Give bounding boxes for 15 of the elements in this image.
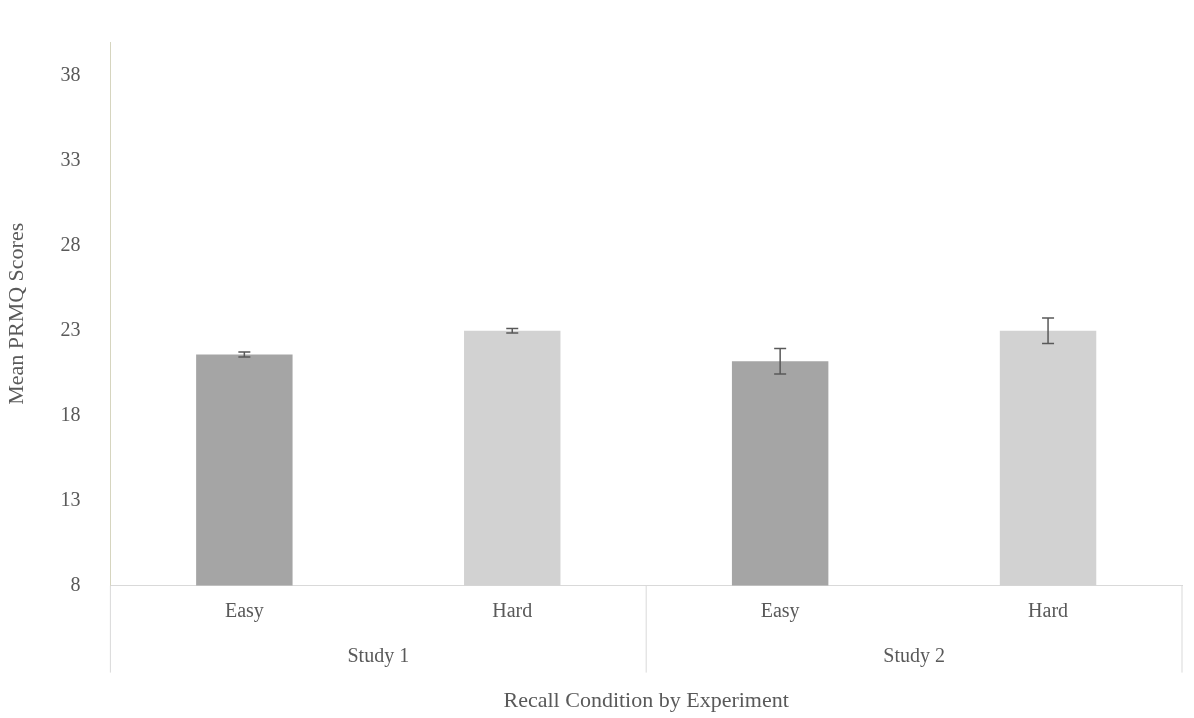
y-tick-label: 33 [60,148,81,171]
y-tick-label: 8 [70,572,81,595]
y-tick-label: 38 [60,63,81,86]
y-tick-label: 28 [60,233,81,256]
y-tick-label: 18 [60,402,81,425]
x-tick-label: Easy [760,598,800,622]
text: Study 1 [347,643,410,667]
x-tick-label: Hard [1028,598,1069,621]
y-tick-label: 13 [60,487,81,510]
text: Study 2 [883,643,945,667]
y-tick-label: 23 [60,318,81,341]
y-axis-title: Mean PRMQ Scores [2,222,28,405]
x-axis-title: Recall Condition by Experiment [503,686,789,712]
x-tick-label: Hard [492,598,533,621]
x-tick-label: Easy [224,598,264,622]
